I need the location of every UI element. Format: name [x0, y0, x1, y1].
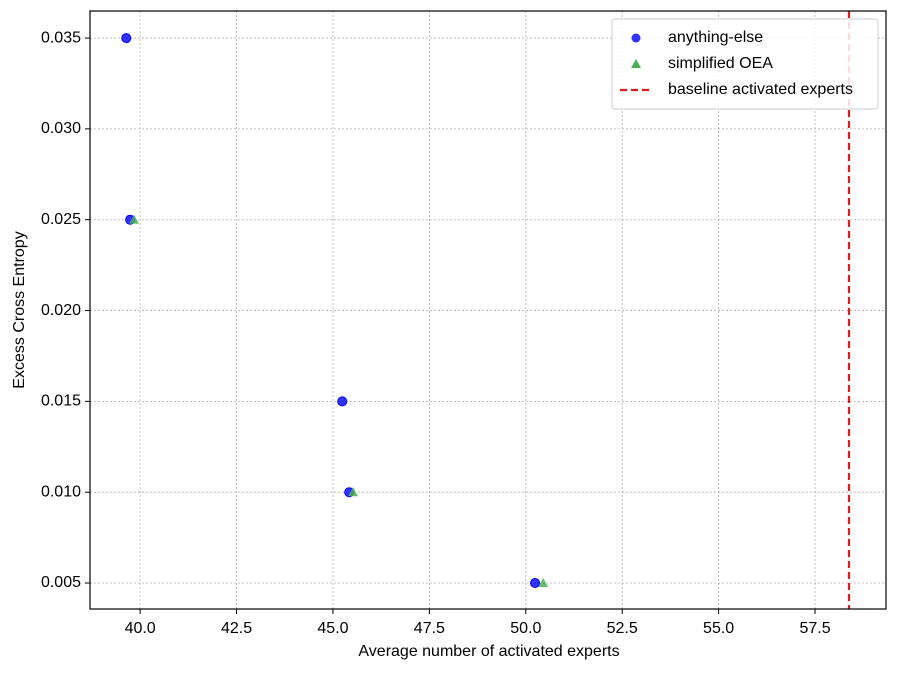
legend-label: simplified OEA — [668, 55, 773, 72]
x-tick-label: 50.0 — [510, 620, 541, 637]
x-tick-label: 47.5 — [414, 620, 445, 637]
x-axis-label: Average number of activated experts — [358, 643, 619, 660]
point — [128, 214, 139, 224]
x-tick-label: 40.0 — [125, 620, 156, 637]
y-tick-label: 0.030 — [41, 120, 81, 137]
x-tick-label: 42.5 — [221, 620, 252, 637]
y-axis-label: Excess Cross Entropy — [11, 231, 28, 388]
legend-box — [611, 18, 879, 110]
x-tick-label: 52.5 — [607, 620, 638, 637]
y-tick-label: 0.015 — [41, 393, 81, 410]
legend-label: anything-else — [668, 29, 763, 46]
y-tick-label: 0.020 — [41, 302, 81, 319]
legend-swatch — [631, 59, 641, 68]
x-tick-label: 57.5 — [799, 620, 830, 637]
y-tick-label: 0.035 — [41, 29, 81, 46]
point — [538, 578, 549, 588]
point — [337, 396, 348, 407]
plot-frame — [89, 10, 887, 610]
y-tick-label: 0.005 — [41, 574, 81, 591]
legend: anything-else simplified OEA baseline acti… — [611, 18, 879, 110]
legend-swatch — [631, 33, 641, 43]
point — [348, 487, 359, 497]
y-tick-label: 0.025 — [41, 211, 81, 228]
point — [121, 33, 132, 44]
x-tick-label: 55.0 — [703, 620, 734, 637]
point — [530, 578, 541, 589]
legend-label: baseline activated experts — [668, 81, 853, 98]
y-tick-label: 0.010 — [41, 483, 81, 500]
x-tick-label: 45.0 — [317, 620, 348, 637]
